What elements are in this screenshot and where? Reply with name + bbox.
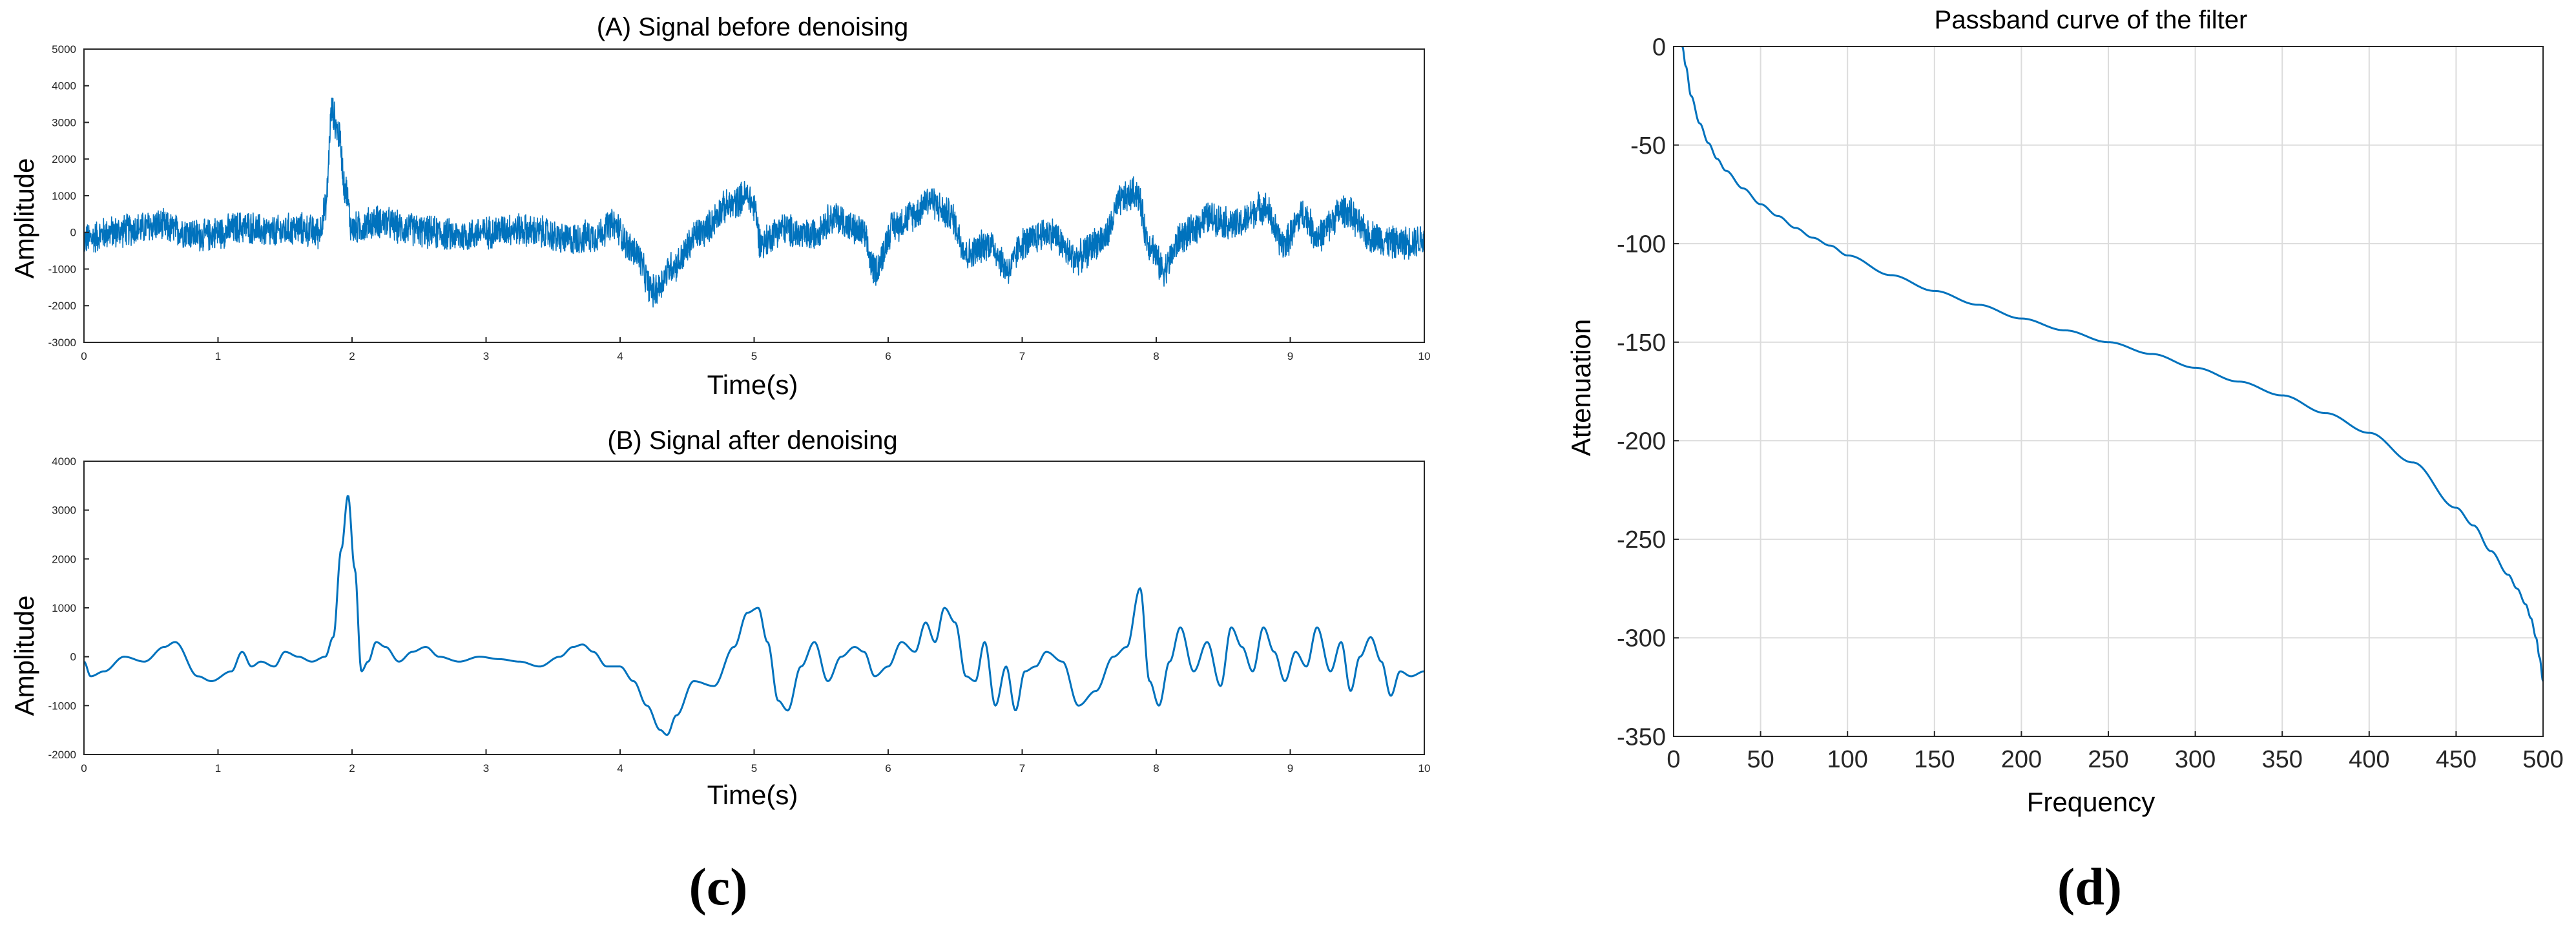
- y-tick-label: 1000: [52, 602, 76, 614]
- y-tick-label: -300: [1617, 625, 1666, 652]
- x-tick-label: 3: [483, 350, 489, 362]
- x-tick-label: 50: [1747, 746, 1774, 773]
- x-tick-label: 8: [1153, 762, 1159, 774]
- y-tick-label: 1000: [52, 190, 76, 202]
- chart-title-a: (A) Signal before denoising: [597, 13, 909, 41]
- plot-area-b: [83, 461, 1425, 755]
- caption-c: (c): [689, 857, 747, 916]
- x-tick-label: 6: [885, 350, 891, 362]
- series-line: [1681, 46, 2544, 682]
- x-tick-label: 100: [1827, 746, 1867, 773]
- y-ticks-b: -2000 -1000 0 1000 2000 3000 4000: [48, 455, 89, 761]
- x-tick-label: 7: [1019, 762, 1025, 774]
- x-tick-label: 300: [2175, 746, 2216, 773]
- x-tick-label: 3: [483, 762, 489, 774]
- y-tick-label: 0: [1652, 34, 1666, 61]
- x-tick-label: 400: [2349, 746, 2389, 773]
- y-tick-label: -3000: [48, 337, 76, 349]
- x-tick-label: 9: [1287, 350, 1293, 362]
- x-tick-label: 4: [617, 350, 623, 362]
- series-line: [83, 495, 1425, 736]
- x-tick-label: 4: [617, 762, 623, 774]
- x-tick-label: 5: [751, 762, 757, 774]
- y-tick-label: 3000: [52, 116, 76, 129]
- x-tick-label: 2: [349, 350, 355, 362]
- y-tick-label: 3000: [52, 504, 76, 517]
- x-tick-label: 2: [349, 762, 355, 774]
- y-tick-label: -100: [1617, 231, 1666, 258]
- plot-area-d: [1673, 46, 2544, 737]
- x-tick-label: 0: [81, 762, 87, 774]
- y-tick-label: 0: [70, 227, 76, 239]
- x-tick-label: 0: [1667, 746, 1680, 773]
- chart-signal-after-denoising: (B) Signal after denoising 0 1 2 3 4 5 6 7 8 9 10 …: [9, 426, 1430, 810]
- y-tick-label: 5000: [52, 43, 76, 56]
- x-tick-label: 10: [1418, 762, 1431, 774]
- y-tick-label: -2000: [48, 749, 76, 761]
- y-tick-label: 4000: [52, 80, 76, 92]
- x-ticks-a: 0 1 2 3 4 5 6 7 8 9 10: [81, 337, 1430, 362]
- x-tick-label: 150: [1914, 746, 1955, 773]
- x-tick-label: 6: [885, 762, 891, 774]
- x-tick-label: 7: [1019, 350, 1025, 362]
- y-tick-label: 0: [70, 651, 76, 663]
- x-tick-label: 200: [2001, 746, 2042, 773]
- chart-signal-before-denoising: (A) Signal before denoising 0 1 2 3 4 5 6 7 8 9 10…: [9, 13, 1430, 400]
- y-tick-label: 2000: [52, 553, 76, 565]
- x-tick-label: 250: [2088, 746, 2128, 773]
- x-tick-label: 1: [215, 350, 221, 362]
- y-tick-label: -150: [1617, 329, 1666, 357]
- x-axis-label-a: Time(s): [707, 369, 798, 400]
- x-tick-label: 5: [751, 350, 757, 362]
- x-tick-label: 500: [2522, 746, 2563, 773]
- x-tick-label: 10: [1418, 350, 1431, 362]
- x-tick-label: 450: [2436, 746, 2477, 773]
- x-tick-label: 9: [1287, 762, 1293, 774]
- x-ticks-b: 0 1 2 3 4 5 6 7 8 9 10: [81, 749, 1430, 774]
- x-axis-label-d: Frequency: [2027, 787, 2155, 817]
- series-line: [83, 98, 1425, 308]
- chart-title-d: Passband curve of the filter: [1935, 6, 2248, 34]
- y-tick-label: -50: [1630, 132, 1666, 160]
- y-ticks-a: -3000 -2000 -1000 0 1000 2000 3000 4000 5000: [48, 43, 89, 349]
- y-tick-label: -250: [1617, 526, 1666, 554]
- y-axis-label-d: Attenuation: [1566, 319, 1596, 457]
- x-tick-label: 0: [81, 350, 87, 362]
- x-ticks-d: 0 50 100 150 200 250 300 350 400 450 500: [1667, 731, 2564, 773]
- y-axis-label-b: Amplitude: [9, 596, 39, 716]
- x-tick-label: 1: [215, 762, 221, 774]
- y-axis-label-a: Amplitude: [9, 158, 39, 279]
- y-tick-label: -1000: [48, 263, 76, 275]
- chart-passband-curve: Passband curve of the filter 0 50 100 150 20…: [1566, 6, 2564, 817]
- y-tick-label: 2000: [52, 153, 76, 165]
- plot-area-a: [83, 48, 1425, 343]
- y-tick-label: -200: [1617, 428, 1666, 455]
- x-tick-label: 350: [2261, 746, 2302, 773]
- x-axis-label-b: Time(s): [707, 780, 798, 810]
- y-tick-label: -2000: [48, 300, 76, 312]
- y-tick-label: -1000: [48, 700, 76, 712]
- y-tick-label: 4000: [52, 455, 76, 468]
- caption-d: (d): [2057, 857, 2122, 916]
- axes-frame: [83, 461, 1425, 755]
- x-tick-label: 8: [1153, 350, 1159, 362]
- chart-title-b: (B) Signal after denoising: [607, 426, 897, 455]
- y-tick-label: -350: [1617, 723, 1666, 751]
- y-ticks-d: -350 -300 -250 -200 -150 -100 -50 0: [1617, 34, 1679, 751]
